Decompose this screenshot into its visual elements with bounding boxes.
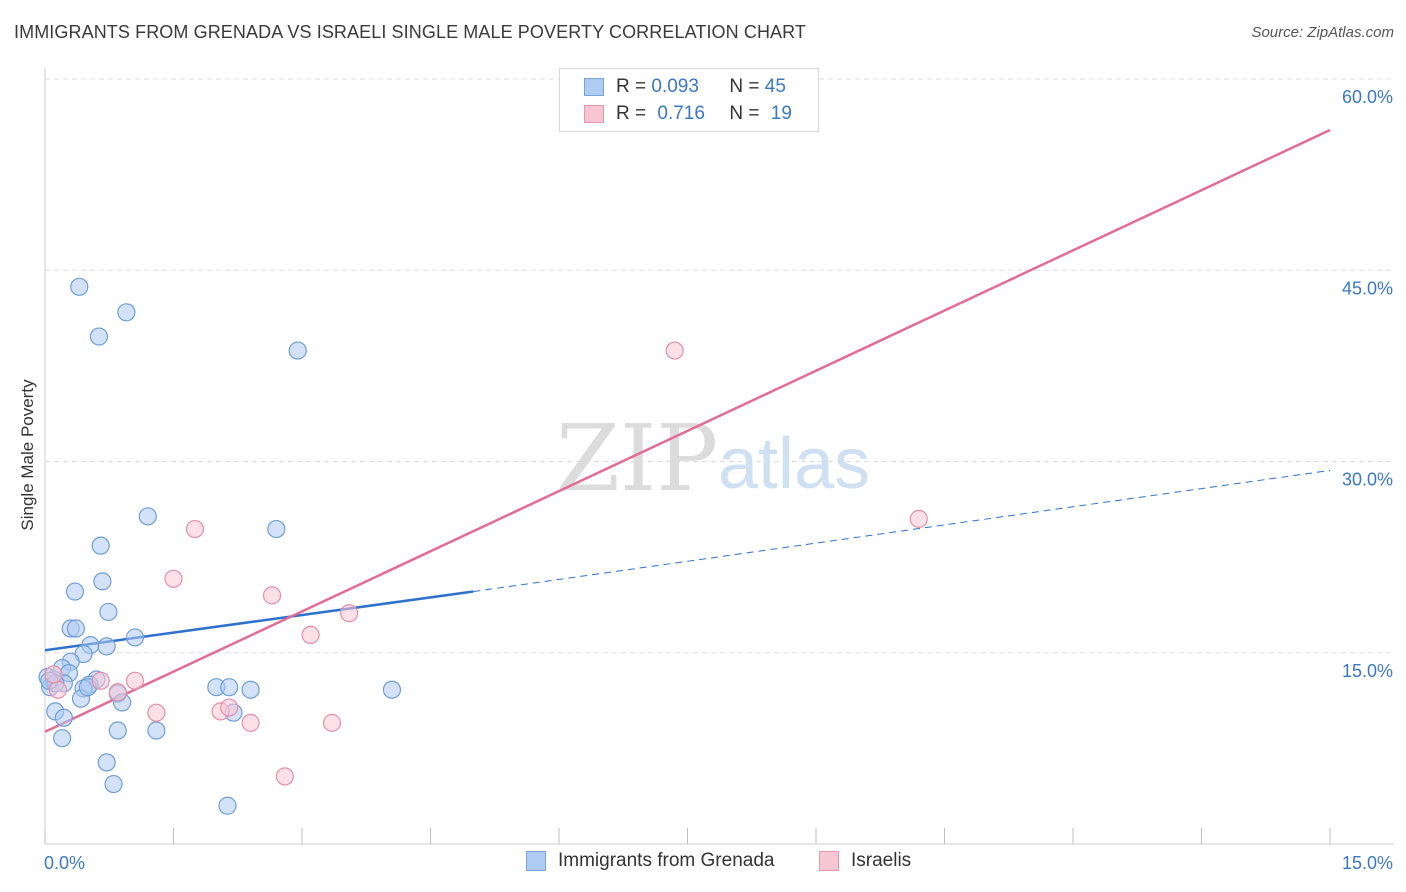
grenada-point	[104, 774, 123, 794]
legend-row-grenada: R = 0.093 N = 45	[584, 74, 786, 100]
watermark-zip: ZIP	[556, 405, 718, 512]
series-legend-label-grenada: Immigrants from Grenada	[558, 850, 775, 871]
legend-n-value-grenada: 45	[764, 76, 786, 97]
watermark: ZIP atlas	[556, 405, 870, 512]
israelis-point	[125, 671, 145, 690]
data-points	[38, 111, 928, 815]
gridlines	[45, 78, 1394, 654]
legend-n-value-israelis: 19	[770, 103, 792, 124]
grenada-trend-line	[44, 590, 474, 652]
grenada-point	[288, 341, 307, 360]
grenada-point	[241, 680, 260, 699]
correlation-legend: R = 0.093 N = 45 R = 0.716 N = 19	[559, 68, 819, 132]
grenada-point	[108, 721, 127, 740]
grenada-point	[117, 303, 136, 322]
grenada-point	[54, 708, 73, 727]
grenada-point	[53, 729, 72, 748]
israelis-point	[262, 586, 282, 605]
israelis-point	[147, 703, 166, 722]
israelis-point	[241, 713, 260, 732]
israelis-point	[220, 698, 239, 717]
grenada-point	[89, 327, 109, 346]
grenada-point	[91, 536, 110, 555]
grenada-point	[125, 628, 145, 647]
x-tick-label: 15.0%	[1342, 853, 1393, 873]
y-tick-label: 30.0%	[1342, 470, 1393, 490]
legend-n-label: N =	[729, 76, 760, 97]
legend-row-israelis: R = 0.716 N = 19	[584, 101, 792, 127]
legend-n-label: N =	[729, 103, 760, 124]
watermark-atlas: atlas	[718, 424, 870, 504]
israelis-point	[44, 665, 63, 684]
grenada-point	[93, 572, 112, 591]
israelis-point	[909, 509, 928, 528]
israelis-point	[185, 519, 205, 539]
grenada-point	[147, 721, 166, 740]
grenada-point	[218, 796, 237, 815]
trend-lines	[44, 128, 1331, 733]
series-legend-grenada: Immigrants from Grenada	[526, 850, 774, 872]
israelis-point	[322, 713, 342, 732]
legend-r-value-israelis: 0.716	[657, 103, 705, 124]
israelis-trend-line	[44, 128, 1331, 733]
x-tick-label: 0.0%	[44, 853, 85, 873]
series-swatch-blue	[526, 851, 546, 871]
israelis-point	[91, 671, 110, 690]
series-legend-israelis: Israelis	[819, 850, 911, 872]
y-tick-label: 45.0%	[1342, 278, 1393, 298]
grenada-point	[99, 602, 118, 622]
israelis-point	[665, 341, 684, 360]
series-legend-label-israelis: Israelis	[851, 850, 912, 871]
grenada-point	[267, 519, 286, 539]
grenada-trend-line-extension	[473, 469, 1331, 593]
grenada-point	[220, 678, 239, 697]
y-tick-label: 15.0%	[1342, 661, 1393, 681]
grenada-point	[65, 582, 85, 601]
israelis-point	[164, 569, 183, 588]
legend-swatch-blue	[584, 78, 604, 96]
legend-r-label: R =	[616, 103, 647, 124]
legend-r-value-grenada: 0.093	[651, 76, 699, 97]
tick-labels: 15.0% 30.0% 45.0% 60.0% 0.0% 15.0%	[44, 87, 1393, 873]
israelis-point	[340, 604, 359, 623]
y-tick-label: 60.0%	[1342, 87, 1393, 107]
grenada-point	[97, 637, 116, 656]
axes	[44, 68, 1394, 845]
israelis-point	[48, 680, 67, 699]
legend-r-label: R =	[616, 76, 647, 97]
grenada-point	[70, 277, 89, 296]
israelis-point	[275, 767, 294, 786]
grenada-point	[66, 619, 85, 638]
grenada-point	[97, 753, 116, 772]
israelis-point	[301, 625, 320, 645]
grenada-point	[138, 507, 157, 526]
grenada-point	[382, 680, 402, 699]
series-legend: Immigrants from Grenada Israelis	[0, 850, 1406, 880]
legend-swatch-pink	[584, 105, 604, 123]
chart-title: IMMIGRANTS FROM GRENADA VS ISRAELI SINGL…	[14, 22, 807, 42]
israelis-point	[108, 683, 127, 702]
source-label: Source: ZipAtlas.com	[1251, 24, 1394, 41]
series-swatch-pink	[819, 851, 839, 871]
